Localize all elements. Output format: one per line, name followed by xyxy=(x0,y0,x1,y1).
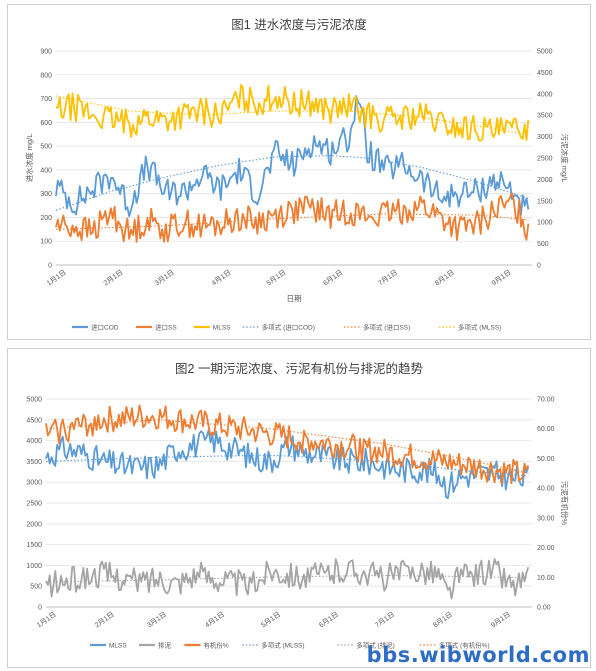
chart-1-ytick-right: 0 xyxy=(537,263,541,270)
chart-1-ytick-left: 500 xyxy=(40,144,52,151)
chart-1-ytick-right: 2500 xyxy=(537,156,553,163)
chart-2-xtick: 6月1日 xyxy=(318,610,340,629)
chart-2-ytick-right: 40.00 xyxy=(537,486,555,493)
chart-1-legend-label-4: 多项式 (进口COD) xyxy=(262,323,315,332)
chart-1-series-line-3 xyxy=(55,84,530,142)
chart-2-series-line-1 xyxy=(45,429,530,500)
chart-1-series-line-6 xyxy=(55,95,529,136)
chart-1-xtick: 4月1日 xyxy=(210,268,232,287)
chart-1-title: 图1 进水浓度与污泥浓度 xyxy=(231,17,367,32)
chart-1-ytick-left: 400 xyxy=(40,167,52,174)
chart-1-legend-label-5: 多项式 (进口SS) xyxy=(363,323,410,332)
chart-1-ytick-left: 600 xyxy=(40,120,52,127)
chart-1-ytick-right: 3000 xyxy=(537,134,553,141)
chart-2-xtick: 1月1日 xyxy=(35,610,57,629)
chart-1-series-line-2 xyxy=(55,192,530,243)
chart-2-xtick: 5月1日 xyxy=(260,610,282,629)
chart-1-ytick-right: 3500 xyxy=(537,113,553,120)
chart-2-xtick: 2月1日 xyxy=(93,610,115,629)
chart-1-ytick-left: 900 xyxy=(40,49,52,56)
chart-2-ytick-right: 60.00 xyxy=(537,426,555,433)
chart-2-legend-label-3: 有机份% xyxy=(203,641,229,650)
chart-2-ytick-left: 2000 xyxy=(26,521,42,528)
chart-2-ytick-right: 30.00 xyxy=(537,515,555,522)
chart-2-ytick-left: 1000 xyxy=(26,563,42,570)
chart-1-legend-label-1: 进口COD xyxy=(91,324,119,332)
chart-2-legend-label-5: 多项式 (排泥) xyxy=(356,641,395,650)
chart-1-ytick-left: 0 xyxy=(48,263,52,270)
chart-2-ytick-left: 0 xyxy=(38,605,42,612)
chart-2-series-line-2 xyxy=(45,558,530,600)
chart-1-ytick-right: 4500 xyxy=(537,70,553,77)
chart-1-legend-label-2: 进口SS xyxy=(155,324,177,332)
chart-1-xtick: 9月1日 xyxy=(490,268,512,287)
chart-1-x-axis-title: 日期 xyxy=(287,294,302,303)
chart-2-ytick-left: 500 xyxy=(30,584,42,591)
chart-2-ytick-left: 5000 xyxy=(26,397,42,404)
chart-1-ytick-left: 700 xyxy=(40,96,52,103)
chart-2-xtick: 3月1日 xyxy=(146,610,168,629)
chart-2-xtick: 7月1日 xyxy=(374,610,396,629)
chart-1-xtick: 6月1日 xyxy=(322,268,344,287)
chart-2-title: 图2 一期污泥浓度、污泥有机份与排泥的趋势 xyxy=(175,361,423,376)
chart-1-ytick-left: 800 xyxy=(40,72,52,79)
chart-2-ytick-right: 0.00 xyxy=(537,605,551,612)
chart-1-xtick: 1月1日 xyxy=(45,268,67,287)
chart-2-xtick: 8月1日 xyxy=(432,610,454,629)
chart-2-series-line-3 xyxy=(45,404,530,485)
chart-2-ytick-left: 4500 xyxy=(26,417,42,424)
chart-2-series-line-6 xyxy=(45,419,529,474)
chart-2-ytick-left: 2500 xyxy=(26,501,42,508)
chart-2-ytick-right: 10.00 xyxy=(537,575,555,582)
chart-1-ytick-right: 1500 xyxy=(537,198,553,205)
chart-1-legend-label-3: MLSS xyxy=(213,325,231,332)
chart-2-series-line-4 xyxy=(45,454,529,477)
chart-panel-1: 图1 进水浓度与污泥浓度 0 100 200 300 400 500 600 700 800 900… xyxy=(7,4,591,340)
chart-1-xtick: 2月1日 xyxy=(102,268,124,287)
chart-1-xtick: 5月1日 xyxy=(265,268,287,287)
chart-2-ytick-left: 3500 xyxy=(26,459,42,466)
chart-1-ytick-right: 4000 xyxy=(537,91,553,98)
chart-2-svg: 图2 一期污泥浓度、污泥有机份与排泥的趋势 0 500 1000 1500 2000 250… xyxy=(26,361,570,650)
chart-2-ytick-right: 50.00 xyxy=(537,456,555,463)
chart-1-ytick-left: 300 xyxy=(40,191,52,198)
chart-2-legend-label-4: 多项式 (MLSS) xyxy=(261,641,304,650)
chart-2-ytick-left: 1500 xyxy=(26,542,42,549)
chart-2-legend-label-6: 多项式 (有机份%) xyxy=(439,641,490,650)
chart-panel-2: 图2 一期污泥浓度、污泥有机份与排泥的趋势 0 500 1000 1500 2000 250… xyxy=(7,348,591,668)
chart-1-xtick: 8月1日 xyxy=(433,268,455,287)
chart-2-ytick-right: 70.00 xyxy=(537,397,555,404)
chart-1-xtick: 3月1日 xyxy=(153,268,175,287)
chart-2-ytick-left: 3000 xyxy=(26,480,42,487)
chart-2-ytick-left: 4000 xyxy=(26,438,42,445)
chart-2-xtick: 9月1日 xyxy=(490,610,512,629)
chart-1-ytick-left: 200 xyxy=(40,215,52,222)
chart-1-y-axis-title-left: 进水浓度 mg/L xyxy=(24,134,34,183)
chart-1-legend-label-6: 多项式 (MLSS) xyxy=(458,323,501,332)
chart-1-series-line-1 xyxy=(55,95,530,218)
chart-2-y-axis-title-right: 污泥有机份% xyxy=(560,481,570,525)
chart-1-y-axis-title-right: 污泥浓度 mg/L xyxy=(560,134,570,183)
watermark-text: bbs.wibworld.com xyxy=(366,643,590,667)
chart-1-ytick-right: 500 xyxy=(537,241,549,248)
chart-1-svg: 图1 进水浓度与污泥浓度 0 100 200 300 400 500 600 700 800 900… xyxy=(24,17,570,332)
chart-1-ytick-left: 100 xyxy=(40,239,52,246)
chart-1-ytick-right: 1000 xyxy=(537,220,553,227)
chart-2-ytick-right: 20.00 xyxy=(537,545,555,552)
chart-2-legend-label-2: 排泥 xyxy=(158,641,172,650)
chart-1-xtick: 7月1日 xyxy=(377,268,399,287)
chart-1-ytick-right: 5000 xyxy=(537,49,553,56)
chart-2-legend-label-1: MLSS xyxy=(109,643,127,650)
chart-1-ytick-right: 2000 xyxy=(537,177,553,184)
chart-2-xtick: 4月1日 xyxy=(204,610,226,629)
